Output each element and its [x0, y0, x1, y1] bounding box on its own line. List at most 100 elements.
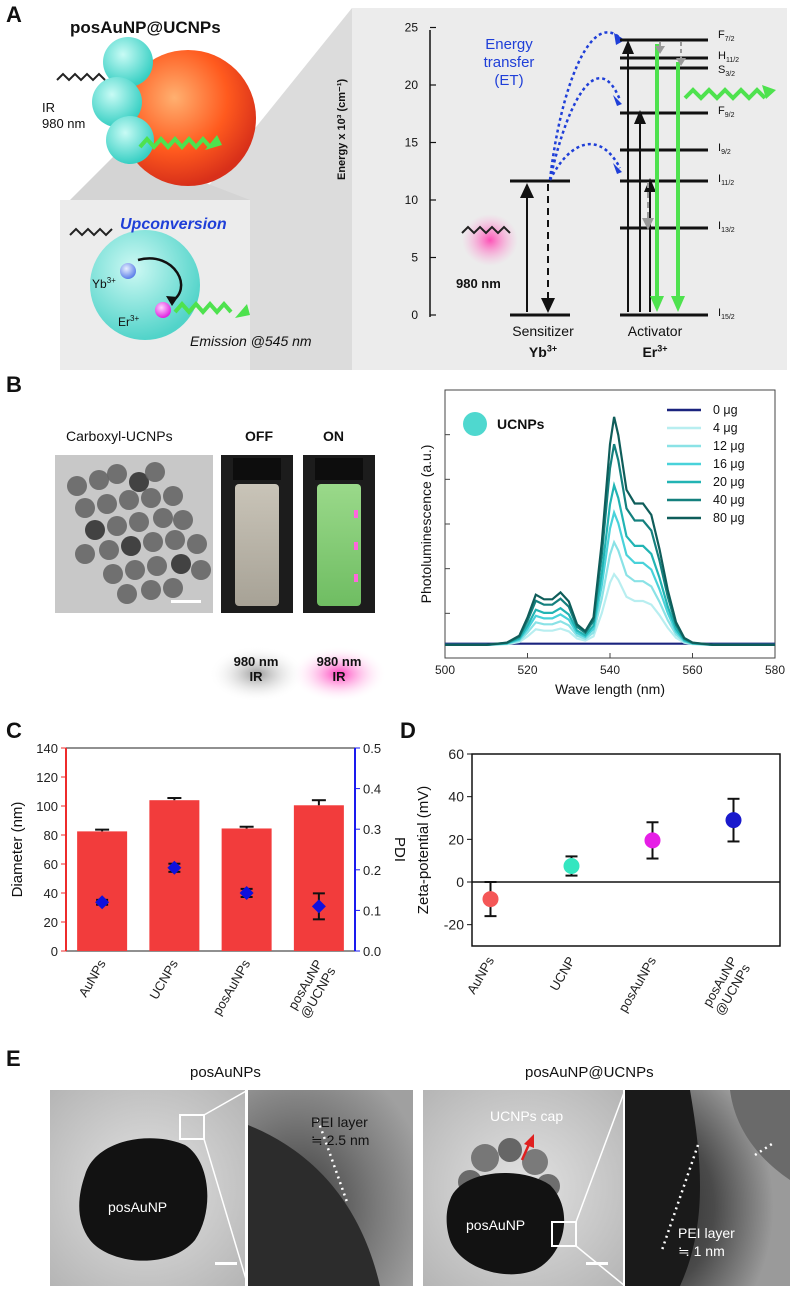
- energy-tick-label: 10: [405, 193, 419, 207]
- plot-frame: [471, 753, 781, 947]
- ir-on-caption: 980 nm IR: [316, 654, 362, 684]
- tem-particle: [191, 560, 211, 580]
- yb-ion-icon: [120, 263, 136, 279]
- x-tick-label: 520: [517, 663, 537, 677]
- pei-right-label: PEI layer ≒ 1 nm: [678, 1225, 735, 1259]
- chart-d-zeta: -20 0 20 40 60 Zeta-potential (mV) AuNPs UCNP po…: [415, 746, 781, 1018]
- tem-particle: [171, 554, 191, 574]
- legend-label: 16 μg: [713, 457, 745, 471]
- inset-title: Upconversion: [120, 216, 227, 233]
- y2-tick-label: 0.4: [363, 782, 381, 797]
- ucnp-sphere: [92, 77, 142, 127]
- y-axis-label: Photoluminescence (a.u.): [418, 445, 434, 604]
- ir-on-glow: [291, 646, 387, 702]
- scale-bar: [171, 600, 201, 603]
- off-label: OFF: [245, 428, 273, 444]
- zeta-marker: [725, 812, 742, 829]
- zeta-marker: [482, 891, 499, 908]
- legend-label: 4 μg: [713, 421, 738, 435]
- posaunp-core-2: [446, 1173, 565, 1275]
- tem-particle: [129, 512, 149, 532]
- x-tick-label: AuNPs: [75, 957, 108, 1000]
- ucnp-legend-icon: [463, 412, 487, 436]
- ir-off-caption: 980 nm IR: [233, 654, 279, 684]
- excitation-label: 980 nm: [456, 276, 501, 291]
- y2-tick-label: 0.5: [363, 741, 381, 756]
- core-label-left: posAuNP: [108, 1199, 168, 1215]
- y-tick-label: 0: [51, 944, 58, 959]
- tem-particle: [145, 462, 165, 482]
- y2-tick-label: 0.2: [363, 863, 381, 878]
- tem-particle: [107, 464, 127, 484]
- tem-particle: [129, 472, 149, 492]
- x-tick-label: 500: [435, 663, 455, 677]
- zeta-marker: [563, 858, 580, 874]
- tem-particle: [67, 476, 87, 496]
- y-tick-label: 60: [448, 746, 464, 762]
- tem-particle: [153, 508, 173, 528]
- posaunp-core: [79, 1138, 208, 1261]
- tem-particle: [187, 534, 207, 554]
- core-label-right: posAuNP: [466, 1217, 526, 1233]
- y-axis-label: Zeta-potential (mV): [415, 786, 432, 914]
- on-label: ON: [323, 428, 344, 444]
- x-tick-label: UCNPs: [146, 957, 181, 1002]
- energy-tick-label: 20: [405, 78, 419, 92]
- y-tick-label: 100: [36, 799, 58, 814]
- pdi-marker: [167, 860, 182, 875]
- y-tick-label: 60: [44, 857, 58, 872]
- right-title: posAuNP@UCNPs: [525, 1064, 654, 1081]
- level-label: I13/2: [718, 220, 735, 235]
- tem-particle: [89, 470, 109, 490]
- y2-tick-label: 0.3: [363, 822, 381, 837]
- tem-particle: [163, 486, 183, 506]
- level-label: H11/2: [718, 50, 740, 65]
- energy-axis-label: Energy x 10³ (cm⁻¹): [336, 78, 348, 180]
- tem-particle: [141, 580, 161, 600]
- y-tick-label: 80: [44, 828, 58, 843]
- legend-label: 20 μg: [713, 475, 745, 489]
- level-label: F7/2: [718, 29, 735, 44]
- level-label: I11/2: [718, 173, 735, 188]
- energy-tick-label: 15: [405, 136, 419, 150]
- emission-label: Emission @545 nm: [190, 333, 312, 349]
- pdi-marker: [239, 885, 254, 900]
- level-label: I9/2: [718, 142, 731, 157]
- x-tick-label: posAuNP@UCNPs: [699, 954, 753, 1018]
- panel-a-figure: 0 5 10 15 20 25: [56, 8, 787, 370]
- sensitizer-label: Sensitizer Yb3+: [512, 323, 574, 360]
- y2-axis-label: PDI: [391, 837, 408, 862]
- ucnp-sphere: [106, 116, 154, 164]
- inset-emission-icon: [173, 300, 233, 316]
- tem-particle: [103, 564, 123, 584]
- panel-e-tem-images: [50, 1089, 790, 1287]
- activator-label: Activator Er3+: [627, 323, 683, 360]
- excitation-wave-icon: [461, 225, 511, 235]
- tem-particle: [173, 510, 193, 530]
- particle-title: posAuNP@UCNPs: [70, 18, 221, 37]
- chart-b-photoluminescence: 500 520 540 560 580 Wave length (nm) Photolumi…: [418, 389, 785, 697]
- level-label: I15/2: [718, 307, 735, 322]
- panel-label-a: A: [6, 2, 22, 27]
- x-axis-label: Wave length (nm): [555, 681, 665, 697]
- energy-tick-label: 5: [411, 251, 418, 265]
- panel-label-c: C: [6, 718, 22, 743]
- x-tick-label: AuNPs: [464, 954, 497, 997]
- inset-ir-wave-icon: [69, 227, 113, 237]
- tem-particle: [163, 578, 183, 598]
- tem-particle: [99, 540, 119, 560]
- ir-wave-icon: [56, 72, 106, 82]
- zeta-marker: [644, 832, 661, 849]
- tem-particle: [97, 494, 117, 514]
- pei-left-label: PEI layer ≒ 2.5 nm: [311, 1114, 370, 1148]
- y2-tick-label: 0.0: [363, 944, 381, 959]
- tem-particle: [121, 536, 141, 556]
- y-tick-label: -20: [444, 917, 464, 933]
- energy-diagram-bg: [352, 8, 787, 370]
- diameter-bar: [149, 800, 200, 951]
- panel-b-images: [55, 455, 387, 702]
- ucnp-sphere: [103, 37, 153, 87]
- emission-wave-icon: [138, 135, 212, 151]
- tem-particle: [125, 560, 145, 580]
- ir-label: IR 980 nm: [42, 100, 86, 131]
